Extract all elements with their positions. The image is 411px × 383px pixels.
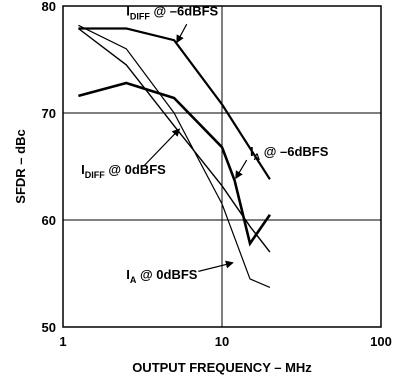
x-axis-title: OUTPUT FREQUENCY – MHz — [132, 360, 312, 375]
annotations: IDIFF @ –6dBFS IA @ –6dBFS IDIFF @ 0dBFS IA… — [81, 4, 329, 285]
x-tick-label: 1 — [59, 334, 66, 349]
series-label-idiff_minus6: IDIFF @ –6dBFS — [126, 4, 218, 22]
plot-frame — [62, 5, 382, 328]
y-tick-label: 50 — [42, 320, 56, 335]
y-axis-title: SFDR – dBc — [13, 129, 28, 203]
tick-labels: 1 10 100 50 60 70 80 — [42, 0, 392, 349]
series-label-idiff_0: IDIFF @ 0dBFS — [81, 162, 166, 180]
y-tick-label: 70 — [42, 106, 56, 121]
arrow-idiff_minus6 — [176, 23, 188, 44]
arrow-ia_minus6 — [235, 159, 248, 180]
x-tick-label: 10 — [215, 334, 229, 349]
series-label-ia_minus6: IA @ –6dBFS — [250, 144, 329, 162]
x-tick-label: 100 — [370, 334, 392, 349]
series-line-ia_minus6 — [78, 81, 271, 247]
series-line-ia_0 — [78, 24, 271, 288]
arrow-ia_0 — [198, 260, 234, 272]
y-tick-label: 60 — [42, 213, 56, 228]
y-tick-label: 80 — [42, 0, 56, 14]
series-layer — [77, 24, 271, 288]
series-line-idiff_0 — [77, 27, 271, 253]
grid — [63, 6, 381, 327]
series-label-ia_0: IA @ 0dBFS — [126, 267, 198, 285]
arrow-idiff_0 — [142, 128, 181, 167]
series-line-idiff_minus6 — [78, 27, 271, 180]
